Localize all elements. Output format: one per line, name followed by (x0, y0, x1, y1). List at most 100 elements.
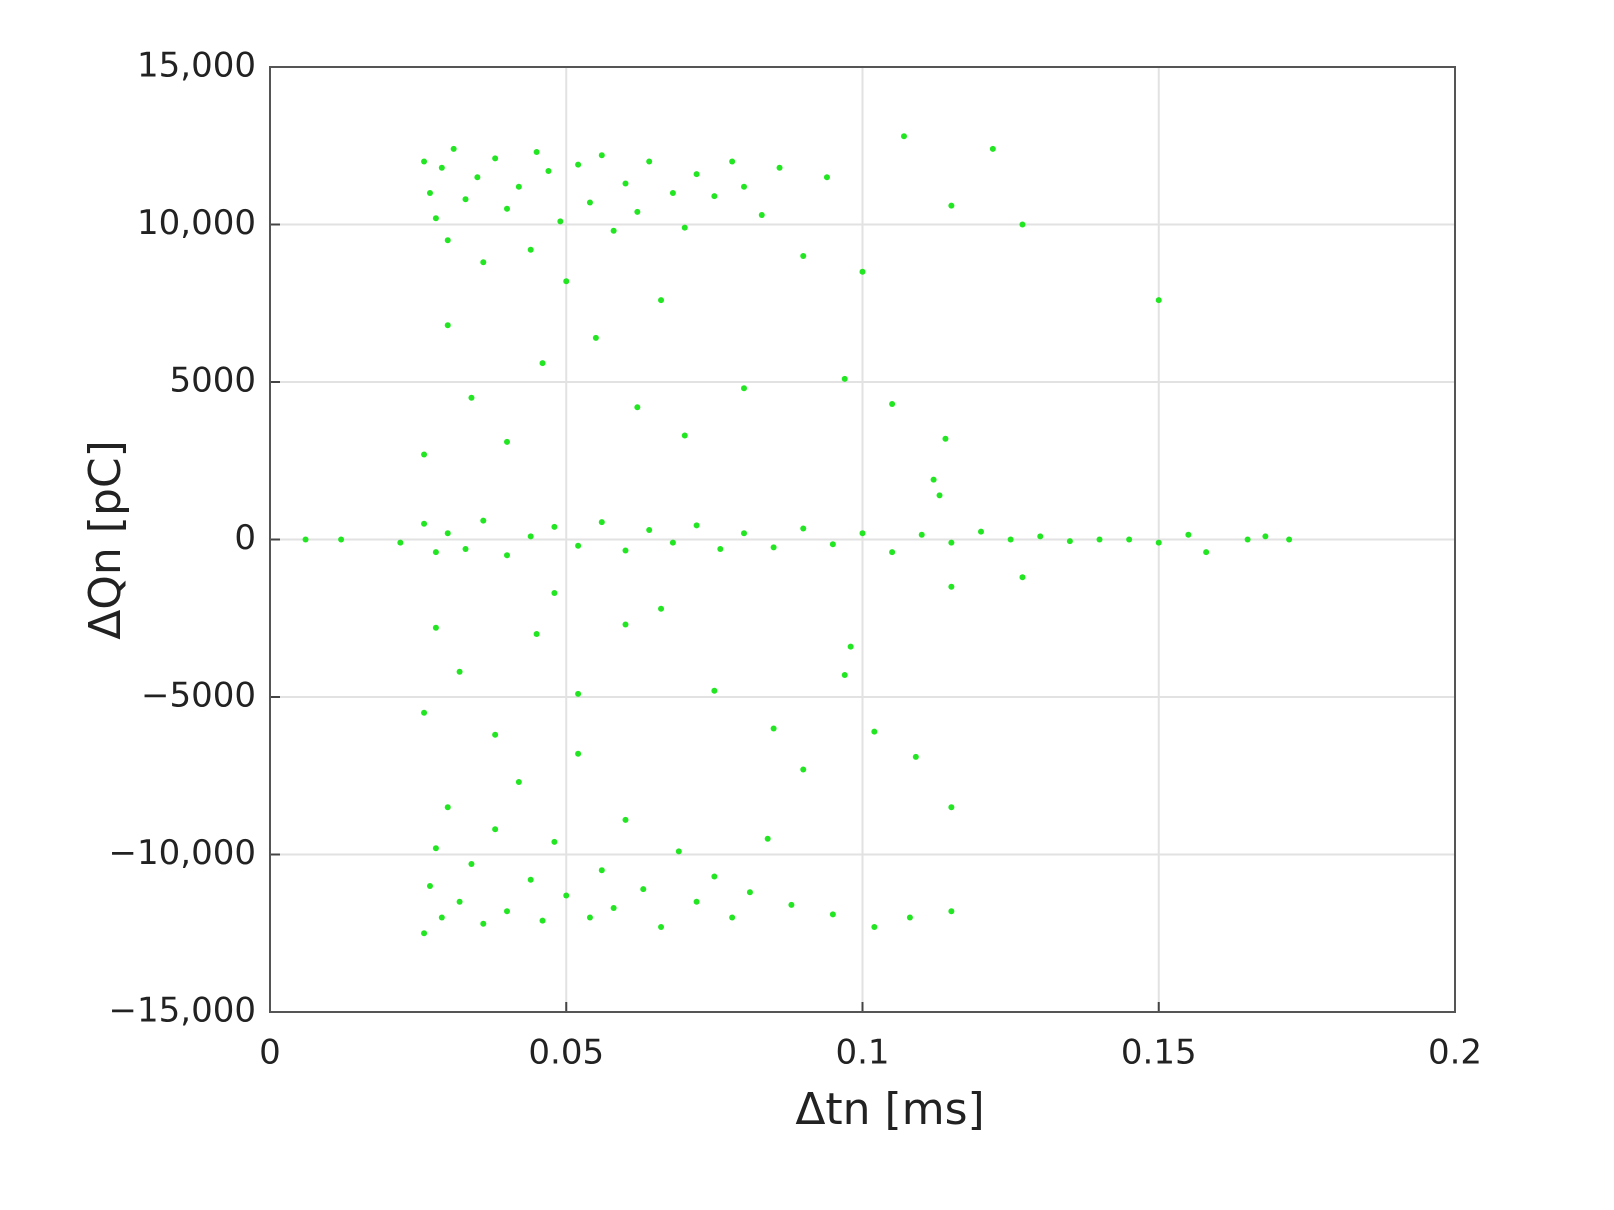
point (1019, 574, 1026, 581)
point (421, 709, 428, 716)
point (788, 901, 795, 908)
point (515, 183, 522, 190)
point (575, 542, 582, 549)
point (948, 908, 955, 915)
point (978, 528, 984, 535)
point (1126, 536, 1133, 543)
point (610, 227, 617, 234)
point (598, 152, 605, 159)
point (421, 451, 428, 458)
point (438, 164, 445, 171)
point (1037, 533, 1044, 540)
point (906, 914, 913, 921)
point (758, 212, 765, 219)
y-tick-label: 5000 (169, 361, 256, 401)
point (912, 753, 919, 760)
point (800, 253, 807, 259)
point (533, 631, 540, 637)
point (711, 873, 718, 880)
point (426, 883, 433, 889)
point (456, 668, 463, 675)
point (948, 202, 955, 209)
point (646, 158, 653, 165)
point (669, 190, 676, 196)
point (462, 196, 469, 203)
point (545, 167, 552, 174)
x-tick-label: 0.05 (528, 1033, 604, 1073)
point (711, 193, 718, 200)
point (770, 725, 777, 732)
point (871, 728, 878, 735)
point (444, 804, 451, 811)
point (693, 522, 700, 529)
point (658, 297, 665, 304)
point (468, 394, 475, 401)
point (586, 199, 593, 206)
point (770, 544, 777, 551)
point (575, 750, 582, 757)
y-axis-label: ΔQn [pC] (80, 440, 131, 640)
point (841, 375, 848, 382)
y-tick-label: −10,000 (109, 833, 256, 873)
point (841, 671, 848, 678)
point (527, 533, 534, 540)
point (942, 435, 949, 442)
point (551, 838, 558, 845)
point (658, 923, 665, 930)
point (746, 889, 753, 896)
point (622, 816, 629, 823)
point (634, 404, 641, 411)
point (936, 492, 943, 499)
point (1262, 533, 1269, 540)
y-tick-label: −15,000 (109, 991, 256, 1031)
x-tick-label: 0 (259, 1033, 281, 1073)
point (1155, 539, 1162, 546)
point (586, 914, 593, 921)
point (397, 539, 404, 546)
point (492, 826, 499, 833)
point (693, 898, 700, 905)
point (776, 164, 783, 171)
point (1185, 531, 1192, 538)
point (598, 867, 605, 874)
point (1286, 536, 1293, 543)
point (444, 530, 451, 537)
point (741, 530, 747, 537)
point (456, 898, 463, 905)
point (669, 539, 676, 546)
y-tick-label: −5000 (141, 676, 256, 716)
point (622, 621, 629, 628)
point (444, 322, 451, 329)
y-tick-label: 10,000 (137, 203, 256, 243)
point (764, 835, 771, 842)
point (918, 531, 925, 538)
point (622, 180, 629, 187)
point (557, 218, 564, 225)
point (859, 268, 866, 275)
point (432, 624, 439, 631)
point (421, 158, 428, 165)
point (829, 911, 836, 918)
point (800, 525, 807, 532)
point (889, 549, 896, 556)
point (462, 545, 469, 552)
point (1244, 536, 1251, 543)
point (438, 914, 445, 921)
point (474, 174, 481, 181)
point (504, 438, 510, 445)
point (658, 605, 665, 612)
point (823, 174, 830, 181)
point (592, 334, 599, 341)
point (504, 205, 510, 212)
point (426, 190, 433, 196)
point (563, 892, 570, 899)
point (847, 643, 854, 650)
point (480, 259, 487, 266)
point (421, 930, 428, 937)
point (432, 549, 439, 556)
point (948, 539, 955, 546)
point (741, 183, 747, 190)
point (681, 432, 688, 439)
point (551, 590, 558, 597)
